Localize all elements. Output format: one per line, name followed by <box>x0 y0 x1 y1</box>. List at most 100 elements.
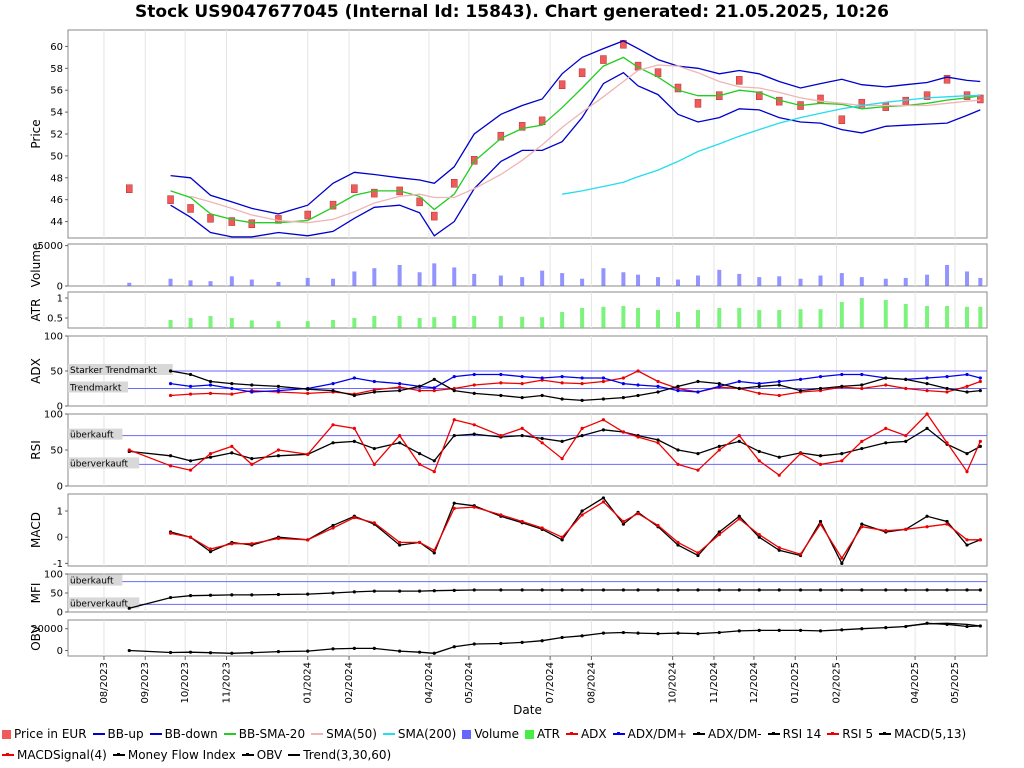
money-flow-index-point <box>860 588 864 592</box>
price-candle <box>416 197 423 207</box>
atr-bar <box>352 318 357 328</box>
panel-frame <box>67 573 988 613</box>
adx-dm-point <box>840 384 844 388</box>
y-tick-label: 54 <box>50 108 63 119</box>
legend-item: OBV <box>241 745 282 766</box>
zone-label-bg <box>68 381 128 393</box>
macd-5-13-point <box>965 543 969 547</box>
legend-label: RSI 5 <box>842 727 874 741</box>
x-axis-label: Date <box>513 703 542 717</box>
legend-swatch <box>565 732 578 735</box>
x-tick-label: 05/2024 <box>464 662 475 704</box>
volume-bar <box>560 273 565 286</box>
adx-point <box>580 382 584 386</box>
atr-bar <box>188 318 193 328</box>
x-tick-label: 10/2024 <box>668 662 679 704</box>
atr-bar <box>560 312 565 328</box>
y-tick-label: 0 <box>57 533 63 544</box>
rsi-5-point <box>398 434 402 438</box>
money-flow-index-point <box>520 588 524 592</box>
atr-bar <box>676 312 681 328</box>
atr-bar <box>818 309 823 328</box>
obv-point <box>840 628 844 632</box>
adx-dm-point <box>560 397 564 401</box>
adx-dm-point <box>656 390 660 394</box>
rsi-5-point <box>372 462 376 466</box>
zone-label: überkauft <box>70 431 114 441</box>
atr-bar <box>636 308 641 328</box>
legend-item: Volume <box>462 724 519 745</box>
price-candle <box>694 99 702 108</box>
money-flow-index-point <box>636 588 640 592</box>
x-tick-label: 11/2023 <box>221 662 232 704</box>
rsi-14-point <box>352 439 356 443</box>
rsi-14-point <box>884 441 888 445</box>
obv-point <box>230 651 234 655</box>
adx-dm-point <box>717 382 721 386</box>
y-axis-label: ADX <box>29 358 43 384</box>
macdsignal-4-point <box>540 526 544 530</box>
money-flow-index-point <box>798 588 803 592</box>
obv-point <box>818 629 823 633</box>
rsi-5-point <box>250 462 254 466</box>
adx-dm-point <box>925 376 929 380</box>
volume-bar <box>432 263 437 286</box>
adx-dm-point <box>208 383 213 387</box>
panel-atr: 0.5 1 ATR <box>29 291 988 329</box>
legend-swatch <box>382 733 395 735</box>
volume-bar <box>818 275 823 286</box>
volume-bar <box>965 271 970 286</box>
atr-bar <box>372 316 377 328</box>
price-candle <box>518 122 526 131</box>
money-flow-index-point <box>560 588 564 592</box>
x-tick-label: 01/2024 <box>303 662 314 704</box>
atr-bar <box>695 310 700 328</box>
money-flow-index-point <box>472 588 476 592</box>
adx-dm-point <box>945 386 949 391</box>
legend-label: BB-down <box>164 727 218 741</box>
volume-bar <box>676 279 681 286</box>
macd-5-13-point <box>777 548 781 552</box>
obv-point <box>168 650 173 655</box>
adx-dm-point <box>757 382 761 386</box>
adx-point <box>432 389 436 393</box>
atr-bar <box>859 298 864 328</box>
adx-dm-point <box>372 379 376 384</box>
price-candle <box>228 217 236 226</box>
adx-dm-point <box>331 389 335 393</box>
adx-dm-point <box>432 377 436 381</box>
y-tick-label: 1 <box>57 294 63 305</box>
x-tick-label: 04/2024 <box>424 662 435 704</box>
chart-title: Stock US9047677045 (Internal Id: 15843).… <box>135 2 889 22</box>
adx-dm-point <box>621 396 625 400</box>
macd-5-13-point <box>621 522 625 526</box>
macd-5-13-point <box>840 561 844 565</box>
money-flow-index-point <box>777 588 781 592</box>
obv-point <box>717 630 721 635</box>
volume-bar <box>695 275 700 286</box>
rsi-14-point <box>580 434 584 438</box>
rsi-14-point <box>230 451 234 455</box>
macd-5-13-point <box>331 523 335 528</box>
bb-down-line <box>170 71 981 238</box>
rsi-5-point <box>818 462 823 466</box>
y-tick-label: -1 <box>53 559 63 570</box>
adx-dm-point <box>636 393 640 398</box>
rsi-5-point <box>884 426 888 430</box>
adx-point <box>621 376 625 380</box>
panel-frame <box>67 291 988 329</box>
rsi-14-point <box>208 455 213 459</box>
obv-point <box>398 649 402 653</box>
panel-macd: -1 0 1 MACD <box>29 493 988 570</box>
adx-point <box>904 386 908 391</box>
volume-bar <box>452 267 457 286</box>
money-flow-index-point <box>656 588 660 592</box>
money-flow-index-point <box>676 588 680 592</box>
macdsignal-4-point <box>580 513 584 517</box>
adx-dm-point <box>884 376 888 380</box>
money-flow-index-point <box>230 593 234 597</box>
macd-5-13-point <box>208 550 213 554</box>
obv-point <box>127 648 131 653</box>
atr-bar <box>305 321 310 328</box>
adx-dm-point <box>372 390 376 394</box>
